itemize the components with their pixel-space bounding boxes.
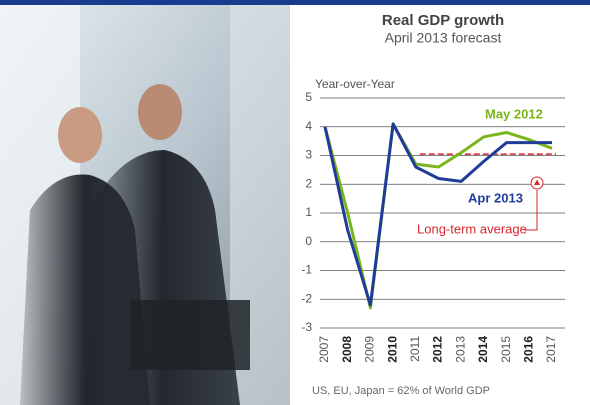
- y-tick-label: 4: [305, 119, 312, 133]
- annotation: Long-term average: [417, 221, 527, 236]
- y-tick-label: -1: [301, 263, 312, 277]
- y-tick-label: 1: [305, 205, 312, 219]
- chart-subtitle: April 2013 forecast: [385, 30, 502, 46]
- footnote: US, EU, Japan = 62% of World GDP: [312, 385, 490, 397]
- top-bar: [0, 0, 590, 5]
- y-tick-label: 3: [305, 148, 312, 162]
- x-tick-label: 2011: [408, 336, 422, 362]
- y-tick-label: 0: [305, 234, 312, 248]
- y-tick-label: 5: [305, 90, 312, 104]
- x-tick-label: 2007: [317, 336, 331, 363]
- x-tick-label: 2008: [340, 336, 354, 363]
- y-tick-label: -3: [301, 320, 312, 334]
- x-tick-label: 2009: [363, 336, 377, 363]
- x-tick-label: 2013: [453, 336, 467, 363]
- series-line: [323, 122, 552, 307]
- x-tick-label: 2012: [431, 336, 445, 363]
- legend-label: Apr 2013: [468, 190, 523, 205]
- x-tick-label: 2015: [499, 336, 513, 363]
- y-tick-label: -2: [301, 291, 312, 305]
- x-tick-label: 2014: [476, 336, 490, 363]
- chart-title: Real GDP growth: [382, 12, 504, 29]
- legend-label: May 2012: [485, 106, 543, 121]
- x-tick-label: 2010: [385, 336, 399, 363]
- photo: [0, 5, 290, 405]
- series-line: [323, 122, 553, 310]
- annotation-arrow: [534, 179, 540, 185]
- x-tick-label: 2017: [544, 336, 558, 363]
- y-axis-label: Year-over-Year: [315, 77, 395, 91]
- y-tick-label: 2: [305, 176, 312, 190]
- x-tick-label: 2016: [521, 336, 535, 363]
- annotation-connector: [524, 190, 538, 231]
